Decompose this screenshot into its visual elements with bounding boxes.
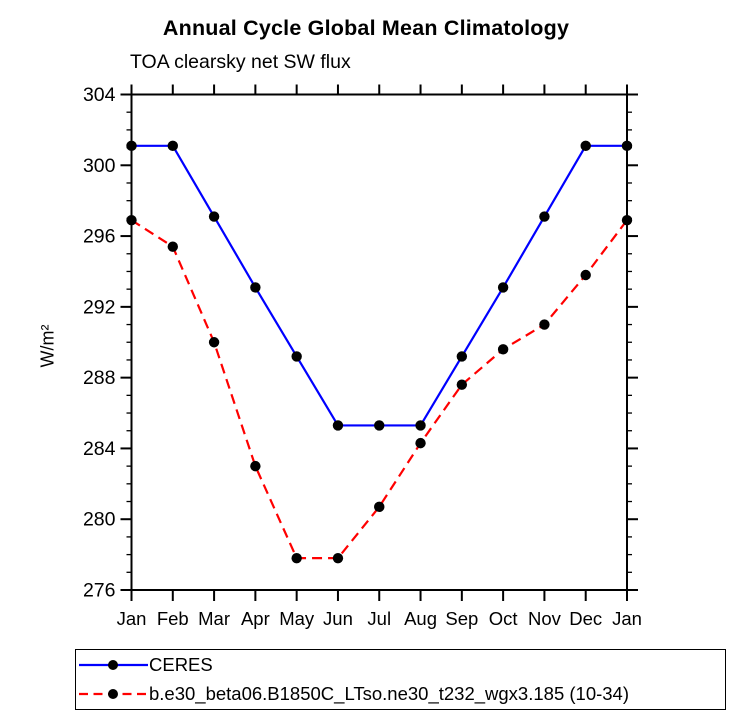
data-point-ceres: [539, 211, 550, 222]
data-point-ceres: [126, 140, 137, 152]
chart-title: Annual Cycle Global Mean Climatology: [162, 16, 570, 40]
x-tick-label: Aug: [404, 608, 437, 629]
series-line-ceres: [131, 144, 627, 427]
x-tick-label: Jan: [612, 608, 642, 629]
x-tick-label: Jan: [117, 608, 147, 629]
data-point-model: [250, 460, 261, 472]
y-tick-label: 292: [83, 296, 116, 318]
x-tick-label: Apr: [241, 608, 270, 629]
chart-subtitle: TOA clearsky net SW flux: [130, 51, 351, 73]
legend-sample-model-line: [79, 689, 148, 699]
legend-marker-dot-icon: [108, 689, 118, 699]
legend-label-ceres: CERES: [149, 653, 213, 675]
data-point-model: [456, 379, 468, 390]
y-tick-label: 276: [83, 580, 116, 602]
data-point-model: [621, 214, 633, 226]
data-point-ceres: [415, 420, 426, 431]
data-point-ceres: [580, 140, 591, 152]
y-tick-label: 300: [83, 155, 116, 177]
data-point-ceres: [167, 140, 178, 152]
x-tick-label: Mar: [198, 608, 230, 629]
x-tick-label: Dec: [569, 608, 602, 629]
x-tick-label: May: [279, 608, 315, 629]
y-tick-label: 296: [83, 226, 116, 248]
y-tick-label: 288: [83, 367, 116, 389]
x-tick-label: Oct: [489, 608, 518, 629]
data-point-model: [332, 552, 344, 564]
data-point-model: [167, 241, 178, 252]
data-point-model: [374, 501, 385, 513]
data-point-model: [497, 344, 509, 355]
data-point-ceres: [621, 140, 633, 152]
y-tick-label: 280: [83, 509, 116, 531]
x-tick-label: Jul: [367, 608, 391, 629]
x-tick-label: Feb: [157, 608, 189, 629]
legend-marker-dot-icon: [108, 660, 118, 670]
data-point-ceres: [208, 211, 220, 222]
y-tick-label: 284: [83, 438, 116, 460]
legend-box: CERES b.e30_beta06.B1850C_LTso.ne30_t232…: [75, 649, 726, 710]
y-tick-label: 304: [83, 84, 116, 106]
data-point-ceres: [332, 420, 344, 431]
data-point-ceres: [291, 351, 302, 362]
legend-label-model: b.e30_beta06.B1850C_LTso.ne30_t232_wgx3.…: [149, 682, 630, 704]
data-point-model: [539, 319, 550, 330]
data-point-model: [126, 214, 137, 226]
data-point-ceres: [374, 420, 385, 431]
data-point-ceres: [497, 282, 509, 293]
legend-item-ceres: CERES: [78, 651, 725, 680]
x-tick-label: Nov: [528, 608, 562, 629]
data-point-model: [291, 552, 302, 564]
legend-item-model: b.e30_beta06.B1850C_LTso.ne30_t232_wgx3.…: [78, 680, 725, 709]
data-point-ceres: [250, 282, 261, 293]
data-point-model: [208, 337, 220, 348]
data-point-model: [415, 437, 426, 449]
plot-frame: [130, 93, 628, 591]
data-point-ceres: [456, 351, 468, 362]
data-point-model: [580, 269, 591, 281]
x-tick-label: Sep: [445, 608, 478, 629]
x-tick-label: Jun: [323, 608, 353, 629]
legend-sample-ceres-line: [79, 660, 148, 670]
